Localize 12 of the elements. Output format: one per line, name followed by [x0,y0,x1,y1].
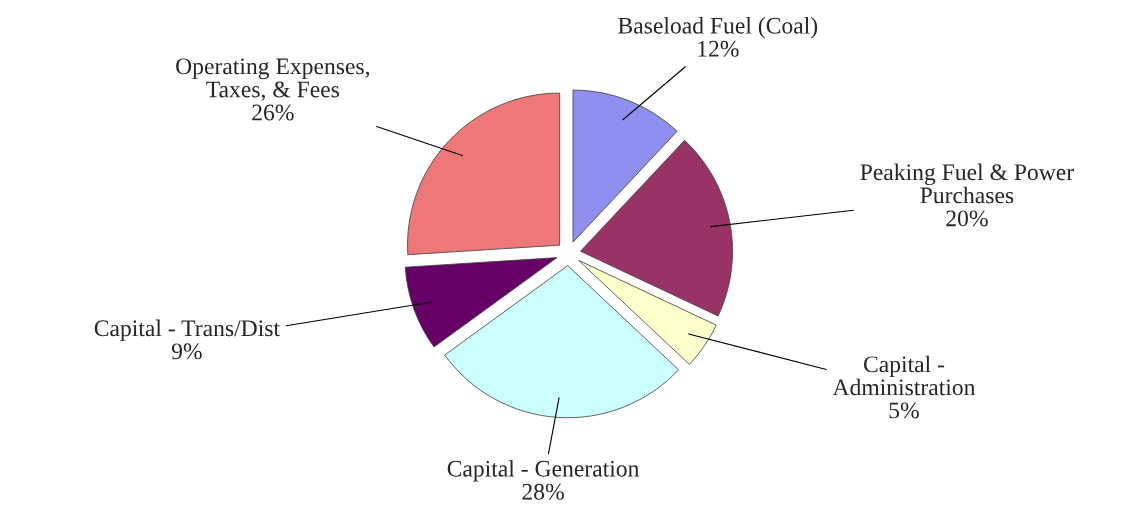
data-label: 28% [522,483,564,500]
data-label: 9% [171,343,202,360]
data-label: 26% [252,104,294,121]
slice-label: Baseload Fuel (Coal) [618,17,818,39]
slice-label: Capital - Generation [447,460,640,482]
slice-label: Capital - Administration [832,355,976,396]
slice-label: Peaking Fuel & Power Purchases [860,163,1074,204]
data-label: 12% [698,40,739,57]
slice-label: Capital - Trans/Dist [94,319,280,342]
data-label: 20% [946,210,988,227]
data-label: 5% [889,402,919,419]
slice-label: Operating Expenses, Taxes, & Fees [176,58,370,101]
